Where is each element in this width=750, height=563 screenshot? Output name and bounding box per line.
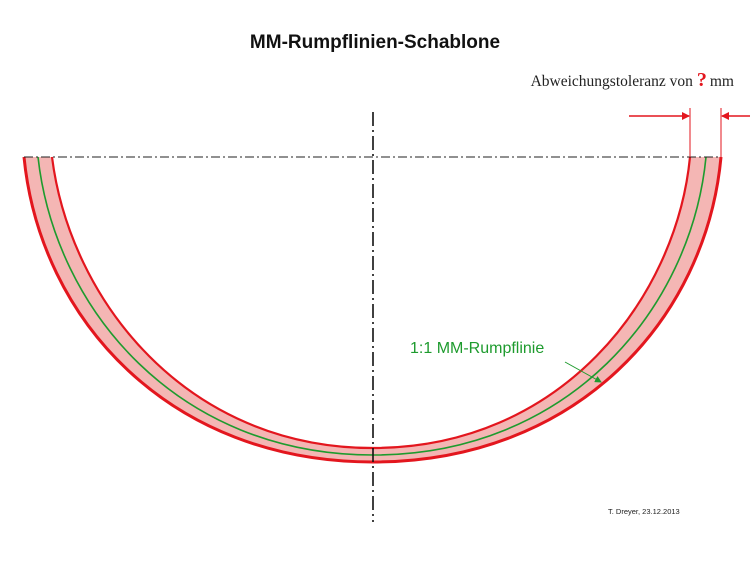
band-inner-edge (50, 156, 692, 450)
hull-line (37, 156, 707, 456)
tolerance-prefix: Abweichungstoleranz von (530, 73, 693, 90)
page-title: MM-Rumpflinien-Schablone (249, 32, 501, 53)
author-credit: T. Dreyer, 23.12.2013 (608, 507, 680, 516)
curve-label: 1:1 MM-Rumpflinie (410, 340, 545, 357)
tolerance-value-mark: ? (696, 69, 707, 91)
curve-label-leader (564, 361, 602, 383)
tolerance-unit: mm (709, 73, 734, 90)
tolerance-note: Abweichungstoleranz von? mm (531, 69, 734, 92)
